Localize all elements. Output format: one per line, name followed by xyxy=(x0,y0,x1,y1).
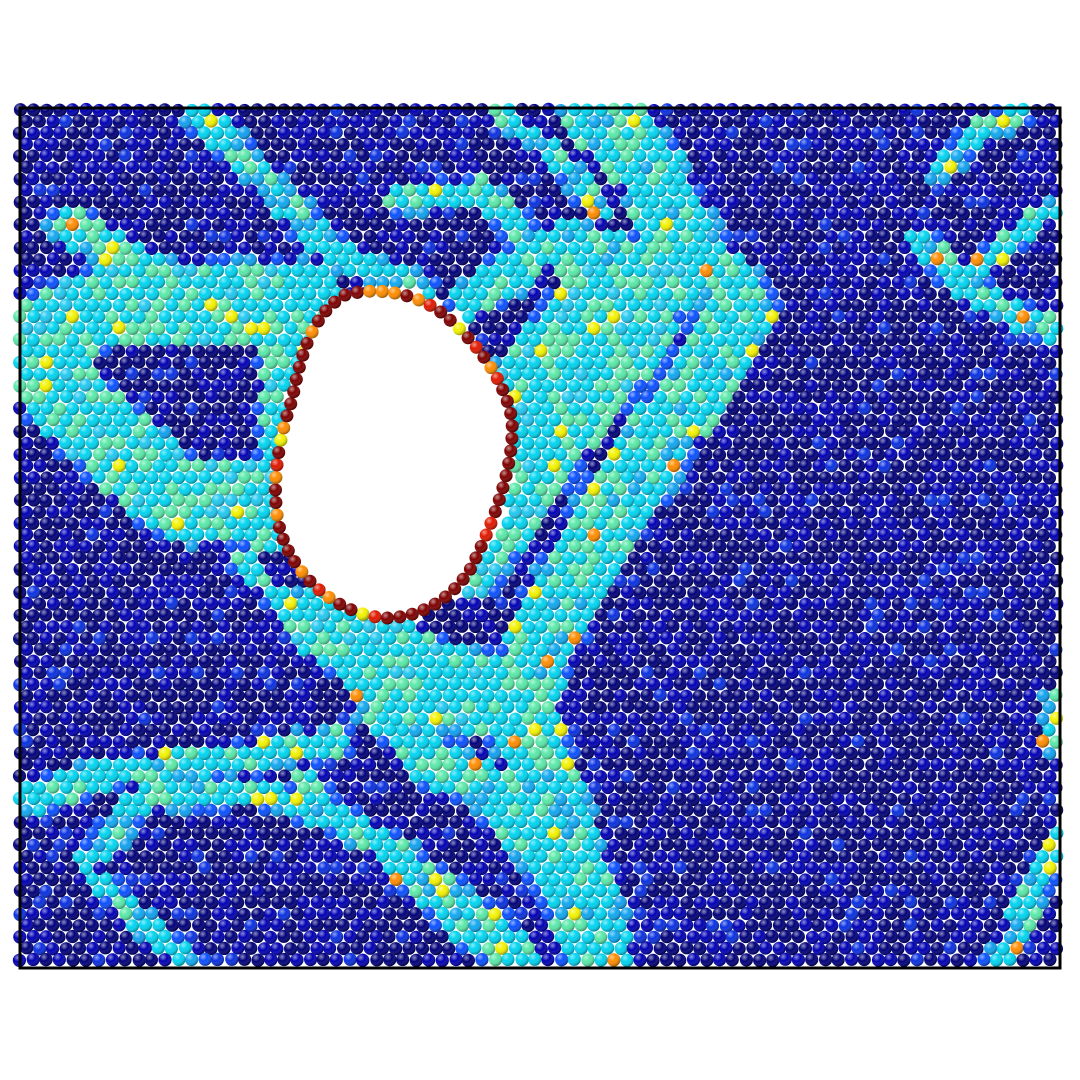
atomistic-snapshot xyxy=(12,102,1064,970)
